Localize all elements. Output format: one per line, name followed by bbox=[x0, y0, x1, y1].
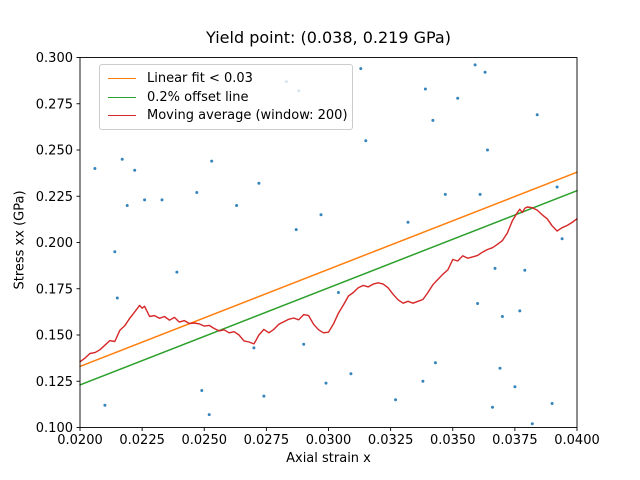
scatter-point bbox=[294, 228, 298, 232]
scatter-point bbox=[103, 403, 107, 407]
scatter-point bbox=[262, 394, 266, 398]
scatter-point bbox=[433, 361, 437, 365]
scatter-point bbox=[235, 204, 239, 207]
scatter-point bbox=[555, 185, 559, 189]
scatter-point bbox=[406, 220, 410, 224]
scatter-point bbox=[523, 268, 527, 272]
scatter-point bbox=[530, 422, 534, 426]
x-tick-label: 0.0350 bbox=[430, 433, 476, 448]
y-axis-label: Stress xx (GPa) bbox=[12, 190, 28, 290]
scatter-point bbox=[319, 213, 323, 217]
y-tick-label: 0.175 bbox=[36, 282, 73, 297]
y-tick-label: 0.125 bbox=[36, 375, 73, 390]
scatter-point bbox=[518, 309, 522, 313]
scatter-point bbox=[125, 204, 129, 207]
scatter-point bbox=[364, 139, 368, 143]
linear-fit-line bbox=[79, 171, 578, 368]
legend-item-label: 0.2% offset line bbox=[147, 89, 249, 105]
scatter-point bbox=[200, 389, 204, 392]
scatter-point bbox=[207, 413, 211, 417]
scatter-point bbox=[500, 315, 504, 318]
scatter-point bbox=[143, 198, 147, 202]
x-tick-label: 0.0325 bbox=[368, 433, 414, 448]
scatter-point bbox=[210, 159, 214, 163]
y-tick-label: 0.300 bbox=[36, 51, 73, 66]
scatter-point bbox=[133, 168, 137, 172]
x-tick-label: 0.0250 bbox=[182, 433, 228, 448]
scatter-point bbox=[394, 398, 398, 402]
x-tick-label: 0.0225 bbox=[119, 433, 165, 448]
y-tick-label: 0.250 bbox=[36, 144, 73, 159]
x-tick-label: 0.0400 bbox=[554, 433, 600, 448]
x-tick-label: 0.0375 bbox=[492, 433, 538, 448]
x-tick-label: 0.0300 bbox=[306, 433, 352, 448]
moving-average-line bbox=[79, 206, 578, 363]
scatter-point bbox=[421, 379, 425, 383]
scatter-point bbox=[431, 118, 435, 122]
scatter-point bbox=[550, 402, 554, 405]
scatter-point bbox=[478, 192, 482, 196]
scatter-point bbox=[359, 67, 363, 71]
legend: Linear fit < 0.03 0.2% offset line Moving … bbox=[99, 64, 353, 130]
legend-item-label: Moving average (window: 200) bbox=[147, 108, 348, 124]
scatter-point bbox=[349, 372, 353, 376]
scatter-point bbox=[486, 148, 489, 152]
scatter-point bbox=[423, 87, 427, 91]
scatter-point bbox=[93, 167, 97, 170]
legend-line-sample bbox=[108, 77, 136, 79]
x-tick-label: 0.0275 bbox=[244, 433, 290, 448]
y-tick-label: 0.275 bbox=[36, 97, 73, 112]
scatter-point bbox=[257, 181, 261, 185]
scatter-point bbox=[302, 342, 306, 346]
scatter-point bbox=[535, 113, 539, 117]
legend-item-moving-average: Moving average (window: 200) bbox=[108, 106, 348, 125]
scatter-point bbox=[560, 237, 564, 241]
legend-item-offset-line: 0.2% offset line bbox=[108, 88, 344, 107]
y-tick-label: 0.100 bbox=[36, 421, 73, 436]
legend-item-linear-fit: Linear fit < 0.03 bbox=[108, 69, 344, 88]
scatter-point bbox=[476, 302, 480, 305]
y-tick-label: 0.150 bbox=[36, 329, 73, 344]
offset-line bbox=[79, 189, 578, 386]
scatter-point bbox=[493, 266, 497, 270]
scatter-point bbox=[160, 198, 164, 202]
scatter-point bbox=[513, 385, 517, 389]
scatter-point bbox=[456, 96, 460, 100]
scatter-point bbox=[252, 346, 256, 350]
legend-item-label: Linear fit < 0.03 bbox=[147, 70, 253, 86]
scatter-point bbox=[113, 250, 117, 254]
scatter-point bbox=[195, 191, 199, 194]
x-tick-label: 0.0200 bbox=[57, 433, 103, 448]
x-axis-label: Axial strain x bbox=[286, 451, 371, 466]
y-tick-label: 0.225 bbox=[36, 190, 73, 205]
chart-title: Yield point: (0.038, 0.219 GPa) bbox=[206, 28, 451, 47]
legend-line-sample bbox=[108, 96, 136, 98]
scatter-point bbox=[483, 70, 487, 74]
scatter-point bbox=[473, 63, 477, 67]
scatter-point bbox=[336, 291, 340, 294]
scatter-point bbox=[175, 270, 179, 274]
scatter-point bbox=[498, 366, 502, 370]
scatter-point bbox=[324, 381, 328, 385]
scatter-point bbox=[491, 405, 494, 409]
scatter-point bbox=[443, 192, 447, 196]
y-tick-label: 0.200 bbox=[36, 236, 73, 251]
scatter-point bbox=[120, 157, 124, 161]
legend-line-sample bbox=[108, 115, 136, 117]
scatter-point bbox=[115, 296, 119, 300]
